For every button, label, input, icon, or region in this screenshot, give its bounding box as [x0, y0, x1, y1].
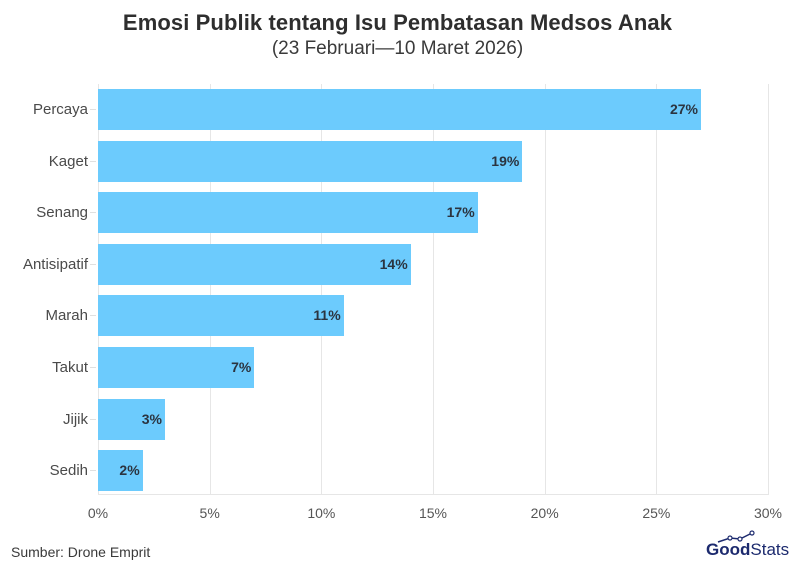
category-tick: [90, 212, 96, 214]
category-label: Takut: [52, 359, 88, 376]
gridline: [656, 84, 658, 495]
bar-kaget: 19%: [98, 140, 523, 182]
bar-value-label: 2%: [119, 462, 140, 479]
bar-sedih: 2%: [98, 450, 143, 492]
category-label: Marah: [45, 307, 88, 325]
chart-title: Emosi Publik tentang Isu Pembatasan Meds…: [122, 10, 673, 35]
bar-jijik: 3%: [98, 398, 165, 440]
category-tick: [90, 418, 96, 420]
gridline: [209, 84, 211, 495]
bar-value-label: 14%: [379, 255, 408, 272]
category-label: Percaya: [32, 101, 88, 118]
bar-value-label: 17%: [446, 204, 475, 221]
bar-value-label: 11%: [313, 307, 341, 324]
x-tick-label: 15%: [418, 505, 448, 521]
bar-value-label: 19%: [491, 152, 520, 169]
category-label: Sedih: [49, 462, 88, 480]
goodstats-logo: GoodStats: [706, 530, 790, 560]
bar-antisipatif: 14%: [98, 243, 411, 285]
category-label: Antisipatif: [22, 255, 88, 273]
gridline: [544, 84, 546, 495]
gridline: [433, 84, 434, 495]
category-label: Kaget: [48, 152, 88, 170]
x-tick-label: 25%: [642, 505, 671, 521]
category-tick: [90, 470, 96, 472]
gridline: [768, 84, 769, 495]
logo-light-text: Stats: [750, 540, 790, 559]
bar-value-label: 27%: [669, 101, 698, 117]
bar-value-label: 7%: [231, 359, 252, 375]
bar-value-label: 3%: [141, 410, 162, 427]
category-tick: [90, 315, 96, 317]
x-tick-label: 10%: [307, 505, 336, 521]
category-tick: [90, 263, 96, 265]
x-tick-label: 5%: [199, 505, 220, 521]
bar-percaya: 27%: [98, 89, 701, 130]
category-tick: [90, 367, 96, 368]
x-tick-label: 20%: [530, 505, 559, 521]
category-label: Senang: [36, 204, 88, 222]
x-tick-label: 30%: [753, 505, 783, 521]
category-tick: [90, 160, 96, 162]
logo-bold-text: Good: [706, 540, 751, 559]
gridline: [321, 84, 323, 495]
category-tick: [90, 109, 96, 110]
chart-subtitle: (23 Februari—10 Maret 2026): [271, 38, 524, 59]
category-label: Jijik: [63, 410, 88, 428]
gridline: [98, 84, 99, 495]
source-note: Sumber: Drone Emprit: [11, 544, 151, 560]
bar-marah: 11%: [98, 295, 344, 337]
x-tick-label: 0%: [87, 505, 109, 521]
bar-takut: 7%: [98, 347, 255, 388]
chart-line-icon: [717, 530, 755, 543]
plot-area: 27% 19% 17% 14% 11% 7% 3% 2%: [98, 84, 769, 495]
bar-senang: 17%: [98, 192, 478, 234]
